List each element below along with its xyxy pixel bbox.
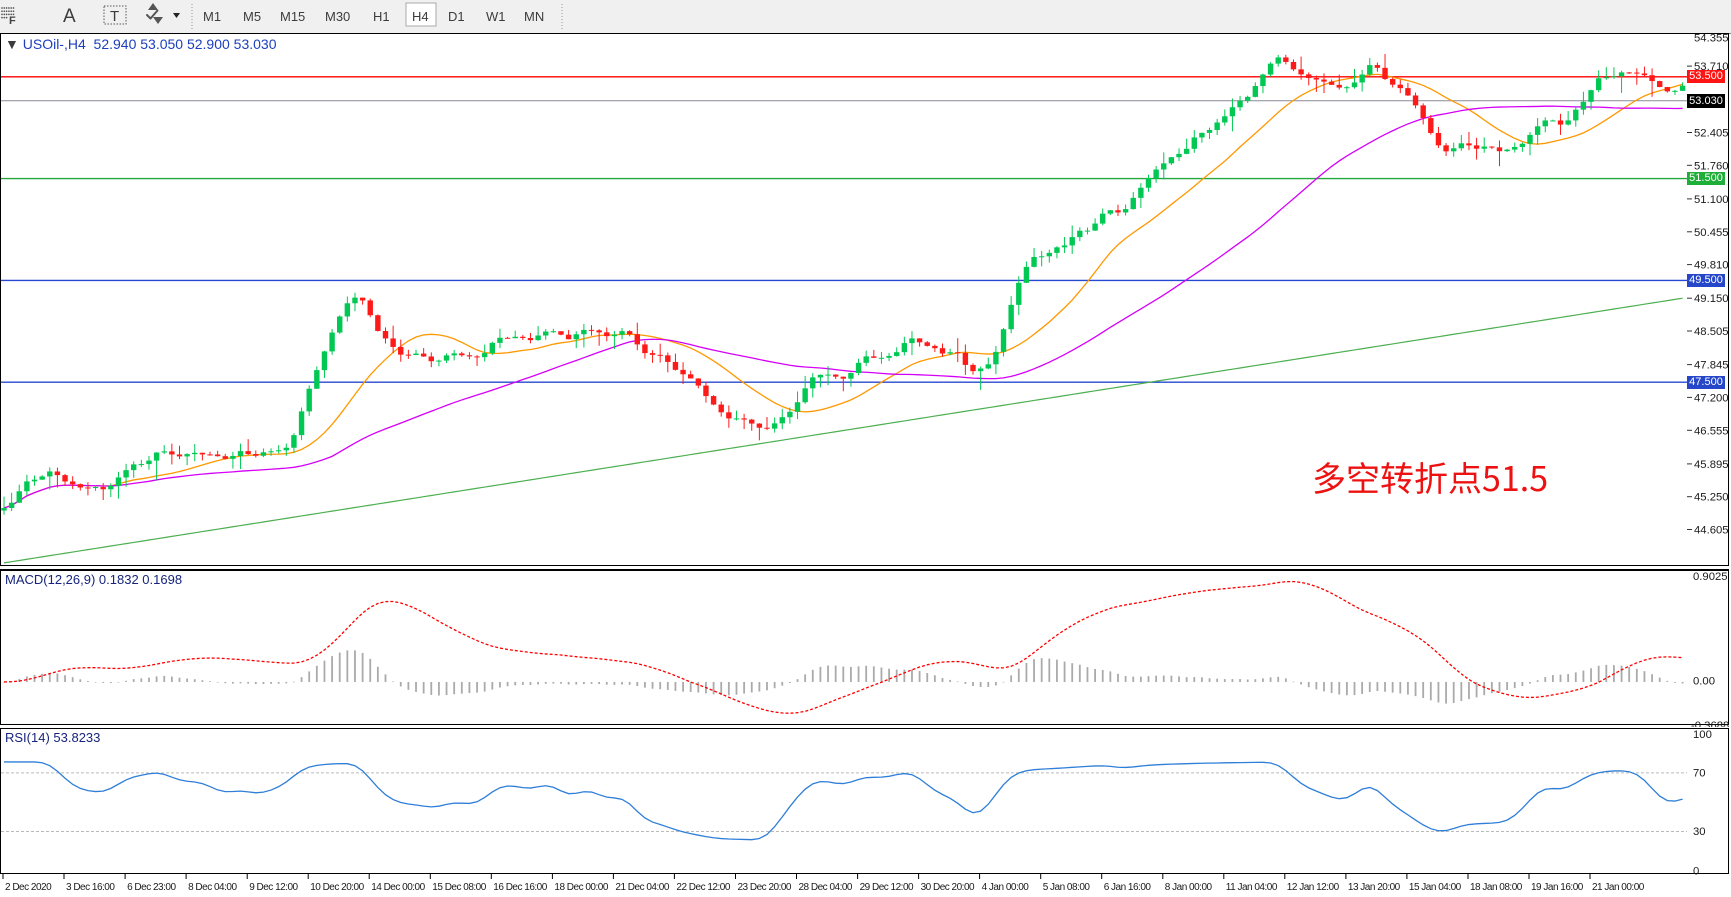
svg-text:15 Dec 08:00: 15 Dec 08:00 [432, 882, 486, 893]
svg-text:29 Dec 12:00: 29 Dec 12:00 [860, 882, 914, 893]
svg-text:A: A [63, 6, 76, 27]
svg-text:49.810: 49.810 [1694, 260, 1729, 272]
svg-text:MN: MN [524, 9, 544, 24]
svg-text:18 Dec 00:00: 18 Dec 00:00 [554, 882, 608, 893]
svg-text:48.505: 48.505 [1694, 326, 1729, 338]
svg-text:15 Jan 04:00: 15 Jan 04:00 [1409, 882, 1462, 893]
svg-text:28 Dec 04:00: 28 Dec 04:00 [799, 882, 853, 893]
svg-text:44.605: 44.605 [1694, 525, 1729, 537]
svg-text:52.405: 52.405 [1694, 128, 1729, 140]
svg-text:2 Dec 2020: 2 Dec 2020 [5, 882, 52, 893]
svg-text:多空转折点51.5: 多空转折点51.5 [1312, 452, 1548, 501]
svg-text:T: T [110, 8, 119, 25]
svg-text:9 Dec 12:00: 9 Dec 12:00 [249, 882, 298, 893]
svg-text:50.455: 50.455 [1694, 227, 1729, 239]
svg-text:6 Dec 23:00: 6 Dec 23:00 [127, 882, 176, 893]
svg-text:-0.3688: -0.3688 [1691, 720, 1729, 727]
svg-text:30: 30 [1693, 826, 1706, 838]
svg-text:16 Dec 16:00: 16 Dec 16:00 [493, 882, 547, 893]
svg-text:18 Jan 08:00: 18 Jan 08:00 [1470, 882, 1523, 893]
svg-text:4 Jan 00:00: 4 Jan 00:00 [982, 882, 1030, 893]
svg-text:21 Dec 04:00: 21 Dec 04:00 [615, 882, 669, 893]
svg-text:45.250: 45.250 [1694, 492, 1729, 504]
svg-text:49.150: 49.150 [1694, 293, 1729, 305]
svg-text:13 Jan 20:00: 13 Jan 20:00 [1348, 882, 1401, 893]
svg-text:14 Dec 00:00: 14 Dec 00:00 [371, 882, 425, 893]
svg-text:10 Dec 20:00: 10 Dec 20:00 [310, 882, 364, 893]
svg-text:11 Jan 04:00: 11 Jan 04:00 [1226, 882, 1278, 893]
svg-text:51.760: 51.760 [1694, 160, 1729, 172]
svg-text:100: 100 [1693, 729, 1712, 741]
svg-text:5 Jan 08:00: 5 Jan 08:00 [1043, 882, 1091, 893]
svg-text:54.355: 54.355 [1694, 34, 1729, 45]
svg-text:D1: D1 [448, 9, 465, 24]
svg-text:19 Jan 16:00: 19 Jan 16:00 [1531, 882, 1584, 893]
svg-text:8 Jan 00:00: 8 Jan 00:00 [1165, 882, 1213, 893]
svg-text:47.845: 47.845 [1694, 360, 1729, 372]
svg-text:M5: M5 [243, 9, 261, 24]
svg-text:22 Dec 12:00: 22 Dec 12:00 [676, 882, 730, 893]
svg-text:M1: M1 [203, 9, 221, 24]
svg-text:45.895: 45.895 [1694, 459, 1729, 471]
svg-text:6 Jan 16:00: 6 Jan 16:00 [1104, 882, 1152, 893]
svg-text:51.100: 51.100 [1694, 194, 1729, 206]
svg-text:30 Dec 20:00: 30 Dec 20:00 [921, 882, 975, 893]
svg-text:12 Jan 12:00: 12 Jan 12:00 [1287, 882, 1340, 893]
svg-text:3 Dec 16:00: 3 Dec 16:00 [66, 882, 115, 893]
svg-text:W1: W1 [486, 9, 506, 24]
svg-text:H1: H1 [373, 9, 390, 24]
svg-text:0.00: 0.00 [1693, 675, 1715, 687]
svg-text:23 Dec 20:00: 23 Dec 20:00 [738, 882, 792, 893]
svg-text:46.555: 46.555 [1694, 425, 1729, 437]
svg-text:F: F [9, 15, 16, 27]
svg-text:0.9025: 0.9025 [1693, 571, 1728, 583]
svg-text:8 Dec 04:00: 8 Dec 04:00 [188, 882, 237, 893]
svg-text:47.200: 47.200 [1694, 392, 1729, 404]
svg-text:M30: M30 [325, 9, 350, 24]
svg-text:21 Jan 00:00: 21 Jan 00:00 [1592, 882, 1645, 893]
svg-text:H4: H4 [412, 9, 429, 24]
svg-text:70: 70 [1693, 767, 1706, 779]
svg-text:M15: M15 [280, 9, 305, 24]
